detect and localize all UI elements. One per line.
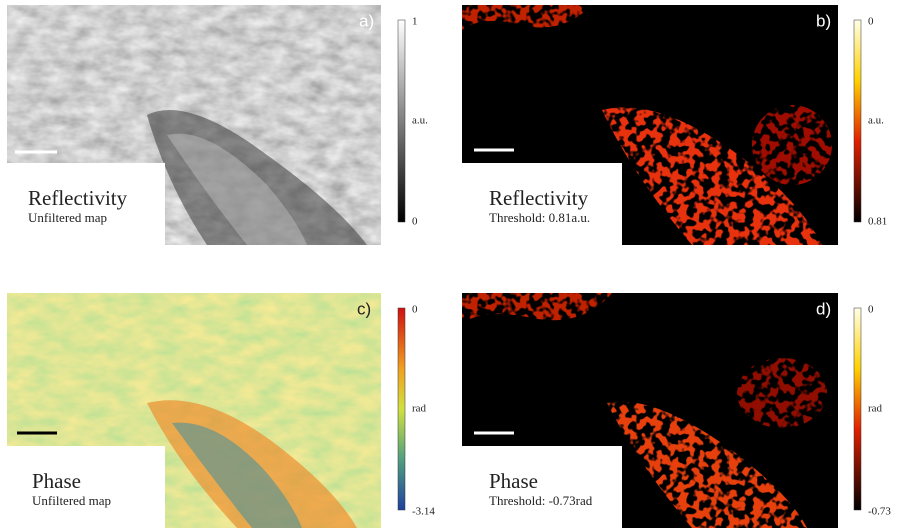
panel-label: c) xyxy=(357,299,371,318)
colorbar-unit: a.u. xyxy=(868,115,884,127)
colorbar-bottom: 0 xyxy=(412,216,418,228)
panel-title: Reflectivity xyxy=(489,186,589,210)
panel-subtitle: Unfiltered map xyxy=(32,493,111,508)
colorbar-unit: a.u. xyxy=(412,115,428,127)
colorbar xyxy=(398,20,405,222)
colorbar xyxy=(398,308,405,510)
colorbar-top: 0 xyxy=(868,16,874,28)
colorbar-top: 0 xyxy=(412,304,418,316)
colorbar-unit: rad xyxy=(868,403,883,415)
panel-title: Reflectivity xyxy=(28,186,128,210)
panel-label: d) xyxy=(816,299,831,318)
colorbar-bottom: 0.81 xyxy=(868,216,887,228)
colorbar xyxy=(854,20,861,222)
panel-label: a) xyxy=(359,11,374,30)
colorbar-top: 0 xyxy=(868,304,874,316)
label-box xyxy=(7,446,165,528)
panel-label: b) xyxy=(816,11,831,30)
colorbar-top: 1 xyxy=(412,16,418,28)
panel-d: Phase Threshold: -0.73rad d) 0 rad -0.73 xyxy=(462,293,891,528)
figure: Reflectivity Unfiltered map a) 1 a.u. 0 … xyxy=(0,0,899,529)
panel-a: Reflectivity Unfiltered map a) 1 a.u. 0 xyxy=(7,5,428,245)
panel-subtitle: Threshold: -0.73rad xyxy=(489,493,593,508)
colorbar-bottom: -0.73 xyxy=(868,506,891,518)
panel-title: Phase xyxy=(489,469,538,493)
panel-b: Reflectivity Threshold: 0.81a.u. b) 0 a.… xyxy=(462,5,887,245)
label-box xyxy=(462,446,622,528)
panel-subtitle: Unfiltered map xyxy=(28,210,107,225)
panel-subtitle: Threshold: 0.81a.u. xyxy=(489,210,590,225)
panel-title: Phase xyxy=(32,469,81,493)
colorbar-unit: rad xyxy=(412,403,427,415)
panel-c: Phase Unfiltered map c) 0 rad -3.14 xyxy=(7,293,435,528)
colorbar-bottom: -3.14 xyxy=(412,506,435,518)
colorbar xyxy=(854,308,861,510)
